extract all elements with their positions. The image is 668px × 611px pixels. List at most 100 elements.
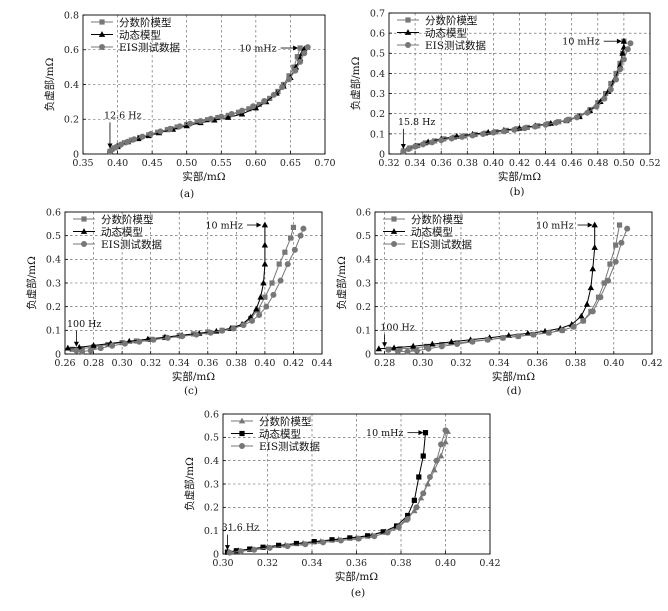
arrowhead-icon <box>224 545 230 551</box>
annotation: 15.8 Hz <box>398 117 435 149</box>
data-point <box>616 66 623 73</box>
x-tick-label: 0.30 <box>412 358 433 369</box>
legend-marker-icon <box>99 19 105 25</box>
legend-label: 分数阶模型 <box>101 213 154 226</box>
data-point <box>187 120 194 127</box>
data-point <box>608 80 614 87</box>
y-tick-label: 0.1 <box>204 526 219 537</box>
data-point <box>524 330 532 336</box>
x-tick-label: 0.50 <box>176 158 197 169</box>
legend-label: EIS测试数据 <box>101 238 163 251</box>
arrowhead-icon <box>616 38 622 44</box>
x-tick-label: 0.30 <box>112 358 133 369</box>
y-tick-label: 0.5 <box>356 231 371 242</box>
data-point <box>276 542 282 548</box>
annotation: 100 Hz <box>67 319 101 347</box>
data-point <box>263 303 270 310</box>
data-point <box>251 546 258 553</box>
chart-panel-3: 0.26 0.28 0.30 0.32 0.34 0.36 0.38 0.40 0.42 0.44… <box>25 207 333 397</box>
data-point <box>247 546 253 552</box>
x-tick-label: 0.32 <box>450 358 471 369</box>
data-point <box>124 138 131 145</box>
y-tick-label: 0.2 <box>64 115 79 126</box>
series-line <box>227 432 426 553</box>
y-tick-label: 0.5 <box>204 433 219 444</box>
data-point <box>286 76 293 83</box>
x-tick-label: 0.36 <box>346 558 367 569</box>
data-point <box>87 347 94 354</box>
annotation-label: 10 mHz <box>239 44 276 55</box>
data-point <box>438 441 445 448</box>
legend-marker-icon <box>238 417 246 424</box>
legend-label: 动态模型 <box>119 28 161 41</box>
x-tick-label: 0.45 <box>142 158 163 169</box>
series-3 <box>73 225 307 355</box>
data-point <box>218 113 225 120</box>
data-point <box>365 533 371 539</box>
x-tick-label: 0.44 <box>535 158 556 169</box>
series-2 <box>400 37 628 154</box>
data-point <box>277 277 284 284</box>
x-tick-label: 0.34 <box>489 358 510 369</box>
data-point <box>422 430 429 436</box>
data-point <box>624 225 631 232</box>
legend-label: 动态模型 <box>425 26 467 39</box>
data-point <box>266 544 273 551</box>
x-tick-label: 0.28 <box>374 358 395 369</box>
data-point <box>253 305 260 312</box>
annotation-label: 15.8 Hz <box>398 117 435 128</box>
legend-marker-icon <box>390 228 398 234</box>
arrowhead-icon <box>73 341 79 347</box>
y-tick-label: 0.2 <box>370 109 385 120</box>
data-point <box>302 541 309 548</box>
data-point <box>532 123 539 130</box>
data-point <box>394 348 401 355</box>
data-point <box>260 544 266 550</box>
data-point <box>69 346 75 352</box>
annotation-label: 31.6 Hz <box>222 523 259 534</box>
legend-marker-icon <box>405 42 411 48</box>
grid <box>375 212 652 354</box>
data-point <box>601 280 607 286</box>
y-tick-label: 0.2 <box>204 503 219 514</box>
grid <box>223 414 490 554</box>
data-point <box>207 329 214 336</box>
x-tick-label: 0.42 <box>509 158 530 169</box>
data-point <box>292 67 299 74</box>
data-point <box>390 344 398 351</box>
data-point <box>420 490 427 497</box>
data-point <box>385 346 392 353</box>
series-1 <box>400 38 627 154</box>
data-point <box>246 106 252 112</box>
legend-marker-icon <box>81 241 87 247</box>
annotation: 31.6 Hz <box>222 523 259 551</box>
data-point <box>400 148 407 155</box>
data-point <box>257 293 264 300</box>
x-tick-label: 0.32 <box>257 558 278 569</box>
data-point <box>355 535 362 542</box>
data-point <box>121 340 128 347</box>
data-point <box>589 308 596 315</box>
annotation: 10 mHz <box>536 221 593 232</box>
data-point <box>297 58 304 65</box>
data-point <box>113 144 120 151</box>
data-point <box>542 121 549 128</box>
legend-marker-icon <box>391 241 397 247</box>
y-tick-label: 0.4 <box>46 255 61 266</box>
data-point <box>587 284 595 291</box>
panel-caption: (c) <box>184 385 198 397</box>
data-point <box>613 76 620 83</box>
y-tick-label: 0.2 <box>46 302 61 313</box>
y-tick-label: 0 <box>55 349 61 360</box>
data-point <box>405 512 411 519</box>
data-point <box>270 291 277 298</box>
data-point <box>553 119 560 126</box>
annotation-label: 10 mHz <box>562 37 599 48</box>
data-point <box>448 338 455 345</box>
x-tick-label: 0.70 <box>314 158 335 169</box>
y-tick-label: 0.7 <box>370 8 385 19</box>
data-point <box>167 125 174 132</box>
x-axis-title: 实部/mΩ <box>335 570 378 583</box>
x-axis-title: 实部/mΩ <box>492 370 535 383</box>
